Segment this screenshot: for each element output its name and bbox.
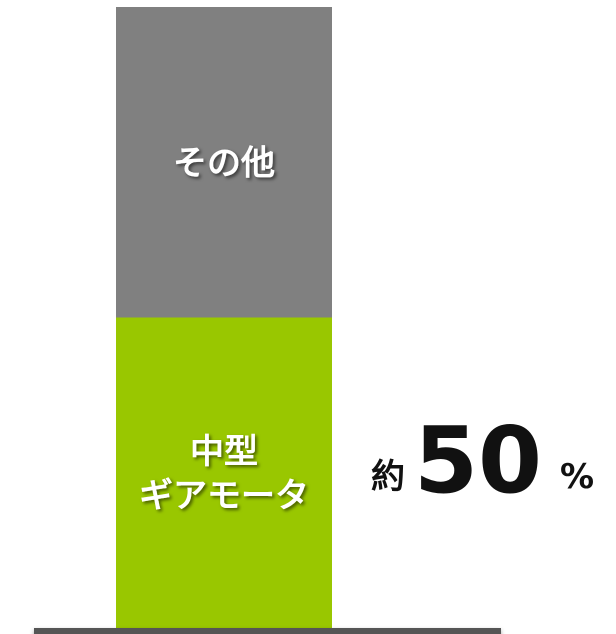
segment-label-1: その他 — [173, 143, 275, 183]
segment-label-line: 中型 — [190, 432, 258, 472]
callout-number: 50 — [414, 407, 542, 514]
baseline-axis — [34, 628, 501, 634]
segment-label-line: その他 — [173, 143, 275, 183]
bar-segments — [116, 7, 332, 628]
callout-prefix: 約 — [371, 457, 405, 497]
bar-segment-1 — [116, 7, 332, 318]
segment-label-0: 中型ギアモータ — [139, 432, 309, 516]
bar-segment-0 — [116, 317, 332, 628]
segment-label-line: ギアモータ — [139, 476, 309, 516]
callout: 約 50 % — [371, 407, 594, 514]
segment-labels: 中型ギアモータ その他 — [139, 143, 309, 516]
callout-unit: % — [560, 457, 594, 497]
